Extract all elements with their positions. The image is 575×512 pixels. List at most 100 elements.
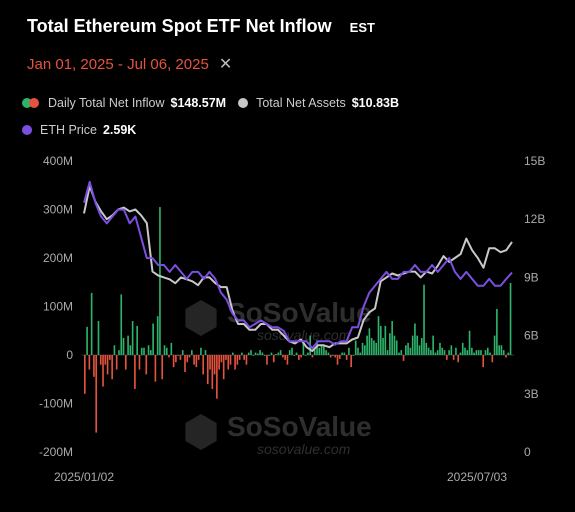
inflow-bar — [115, 355, 118, 370]
inflow-bar — [398, 352, 400, 355]
inflow-bar — [486, 347, 489, 355]
inflow-bar — [366, 335, 368, 355]
inflow-bar — [118, 350, 120, 355]
inflow-bar — [414, 323, 416, 355]
inflow-bar — [423, 284, 425, 355]
inflow-bar — [477, 350, 480, 355]
y-right-tick-label: 3B — [524, 387, 539, 401]
inflow-bar — [393, 335, 396, 355]
inflow-bar — [489, 352, 491, 355]
inflow-bar — [480, 350, 482, 355]
inflow-bar — [109, 355, 111, 360]
inflow-bar — [386, 350, 389, 355]
inflow-bar — [275, 354, 277, 355]
inflow-bar — [368, 328, 371, 355]
inflow-bar — [311, 355, 314, 358]
inflow-bar — [209, 355, 211, 370]
inflow-bar — [106, 355, 109, 375]
inflow-bar — [193, 355, 195, 365]
inflow-bar — [332, 355, 334, 356]
inflow-bar — [493, 335, 496, 355]
inflow-bar — [407, 342, 409, 356]
inflow-bar — [229, 355, 232, 365]
timezone-label[interactable]: EST — [349, 20, 375, 35]
inflow-bar — [304, 355, 307, 356]
inflow-bar — [245, 355, 248, 365]
inflow-bar — [418, 345, 421, 355]
inflow-bar — [329, 355, 332, 358]
y-left-tick-label: 400M — [43, 154, 73, 168]
inflow-bar — [165, 347, 168, 355]
watermark-url: sosovalue.com — [257, 441, 351, 457]
inflow-bar — [471, 347, 473, 355]
inflow-bar — [111, 355, 113, 380]
inflow-bar — [161, 355, 164, 380]
title-row: Total Ethereum Spot ETF Net Inflow EST — [27, 16, 375, 37]
inflow-bar — [268, 355, 271, 356]
legend-row-2: ETH Price 2.59K — [22, 123, 148, 137]
close-icon[interactable]: ✕ — [218, 56, 233, 73]
inflow-bar — [238, 355, 241, 360]
eth-price-line — [83, 180, 513, 350]
chart-title: Total Ethereum Spot ETF Net Inflow — [27, 16, 332, 36]
inflow-bar — [220, 355, 223, 363]
inflow-bar — [204, 350, 207, 355]
legend-item-assets[interactable]: Total Net Assets $10.83B — [238, 96, 399, 110]
inflow-legend-label: Daily Total Net Inflow — [48, 96, 165, 110]
inflow-bar — [307, 352, 309, 355]
inflow-bar — [370, 338, 373, 355]
inflow-bar — [323, 345, 325, 355]
inflow-bar — [427, 347, 430, 355]
inflow-bar — [288, 350, 291, 355]
inflow-bar — [136, 325, 138, 355]
inflow-bar — [145, 355, 148, 375]
inflow-bar — [202, 355, 205, 375]
inflow-bar — [99, 355, 102, 365]
inflow-bar — [236, 355, 239, 365]
y-right-tick-label: 9B — [524, 270, 539, 284]
inflow-bar — [197, 355, 200, 360]
inflow-bar — [218, 355, 220, 370]
inflow-bar — [216, 355, 218, 399]
y-right-tick-label: 15B — [524, 154, 545, 168]
inflow-bar — [468, 330, 471, 355]
inflow-bar — [400, 350, 403, 355]
inflow-bar — [382, 338, 384, 355]
inflow-bar — [195, 355, 198, 368]
inflow-bar — [450, 345, 453, 355]
inflow-bar — [411, 335, 414, 355]
eth-legend-label: ETH Price — [40, 123, 97, 137]
watermark-brand: SoSoValue — [227, 411, 372, 442]
inflow-bar — [461, 342, 464, 356]
y-left-tick-label: 0 — [66, 348, 73, 362]
inflow-bar — [140, 347, 143, 355]
y-left-tick-label: 300M — [43, 203, 73, 217]
inflow-bar — [484, 350, 487, 355]
inflow-bar — [188, 355, 191, 358]
inflow-legend-icon — [22, 98, 40, 108]
inflow-bar — [505, 355, 507, 358]
inflow-bar — [138, 355, 141, 370]
legend-item-eth[interactable]: ETH Price 2.59K — [22, 123, 136, 137]
inflow-bar — [439, 342, 441, 356]
inflow-bar — [259, 350, 261, 355]
inflow-bar — [496, 308, 498, 355]
inflow-bar — [507, 352, 510, 355]
inflow-bar — [179, 355, 182, 360]
inflow-bar — [184, 355, 186, 372]
inflow-bar — [313, 350, 316, 355]
inflow-bar — [241, 352, 243, 355]
inflow-bar — [389, 333, 391, 355]
inflow-bar — [293, 355, 296, 356]
inflow-bar — [282, 355, 284, 358]
inflow-bar — [334, 355, 337, 358]
inflow-bar — [359, 352, 362, 355]
inflow-bar — [443, 350, 446, 355]
date-range-label[interactable]: Jan 01, 2025 - Jul 06, 2025 — [27, 55, 209, 73]
assets-legend-value: $10.83B — [351, 96, 399, 110]
legend-item-inflow[interactable]: Daily Total Net Inflow $148.57M — [22, 96, 226, 110]
inflow-bar — [124, 355, 127, 370]
inflow-bar — [475, 350, 478, 355]
inflow-bar — [177, 355, 179, 356]
